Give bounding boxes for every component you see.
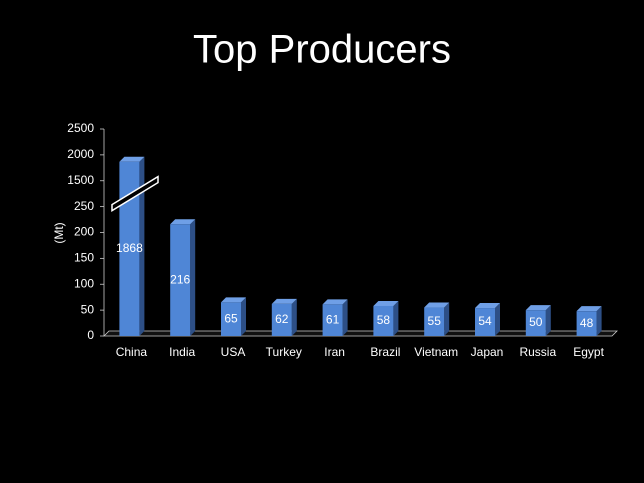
data-label: 58 [377,313,391,327]
x-tick-label: Turkey [266,345,302,359]
y-tick-label: 250 [74,199,94,213]
data-label: 48 [580,316,594,330]
bar-top [221,297,246,303]
data-label: 62 [275,312,289,326]
data-label: 65 [224,311,238,325]
axis-break [111,175,159,212]
x-tick-label: China [116,345,148,359]
bar-side [545,305,551,336]
data-label: 216 [170,272,190,286]
bar [170,224,191,336]
bar-side [190,219,196,336]
bar-top [475,303,500,309]
bar-top [525,305,551,311]
bar [525,310,546,336]
bar-top [576,306,602,312]
y-tick-label: 0 [87,328,94,342]
bar [221,302,241,336]
bar-side [139,156,145,336]
bar [576,311,597,336]
x-tick-label: Japan [471,345,504,359]
x-tick-label: Brazil [370,345,400,359]
bar [119,161,140,336]
y-tick-label: 150 [74,251,94,265]
bar-side [495,303,500,336]
y-tick-label: 2000 [67,147,94,161]
x-tick-label: Vietnam [414,345,458,359]
chart-title: Top Producers [193,28,451,72]
x-tick-label: India [169,345,195,359]
bar-side [444,302,450,336]
bar [424,307,445,336]
bar-top [373,300,399,306]
data-label: 54 [478,314,492,328]
bar [322,304,343,336]
bar-top [170,219,196,225]
bar-top [119,156,145,162]
bar [373,305,394,336]
data-label: 1868 [116,241,143,255]
y-axis-label: (Mt) [52,222,66,243]
bar-side [291,298,297,336]
x-tick-label: Iran [324,345,345,359]
bar [271,303,292,336]
y-tick-label: 2500 [67,121,94,135]
x-tick-label: Egypt [573,345,604,359]
y-tick-label: 200 [74,225,94,239]
data-label: 61 [326,312,340,326]
data-label: 50 [529,315,543,329]
bar-side [342,299,348,336]
bar-side [596,306,602,336]
bar-side [241,297,246,336]
bar-top [322,299,348,305]
bar-top [271,298,297,304]
y-tick-label: 50 [81,302,95,316]
bar-top [424,302,450,308]
y-tick-label: 1500 [67,173,94,187]
x-tick-label: USA [221,345,246,359]
x-tick-label: Russia [519,345,556,359]
bar-side [393,300,399,336]
data-label: 55 [428,314,442,328]
y-tick-label: 100 [74,276,94,290]
bar [475,308,495,336]
